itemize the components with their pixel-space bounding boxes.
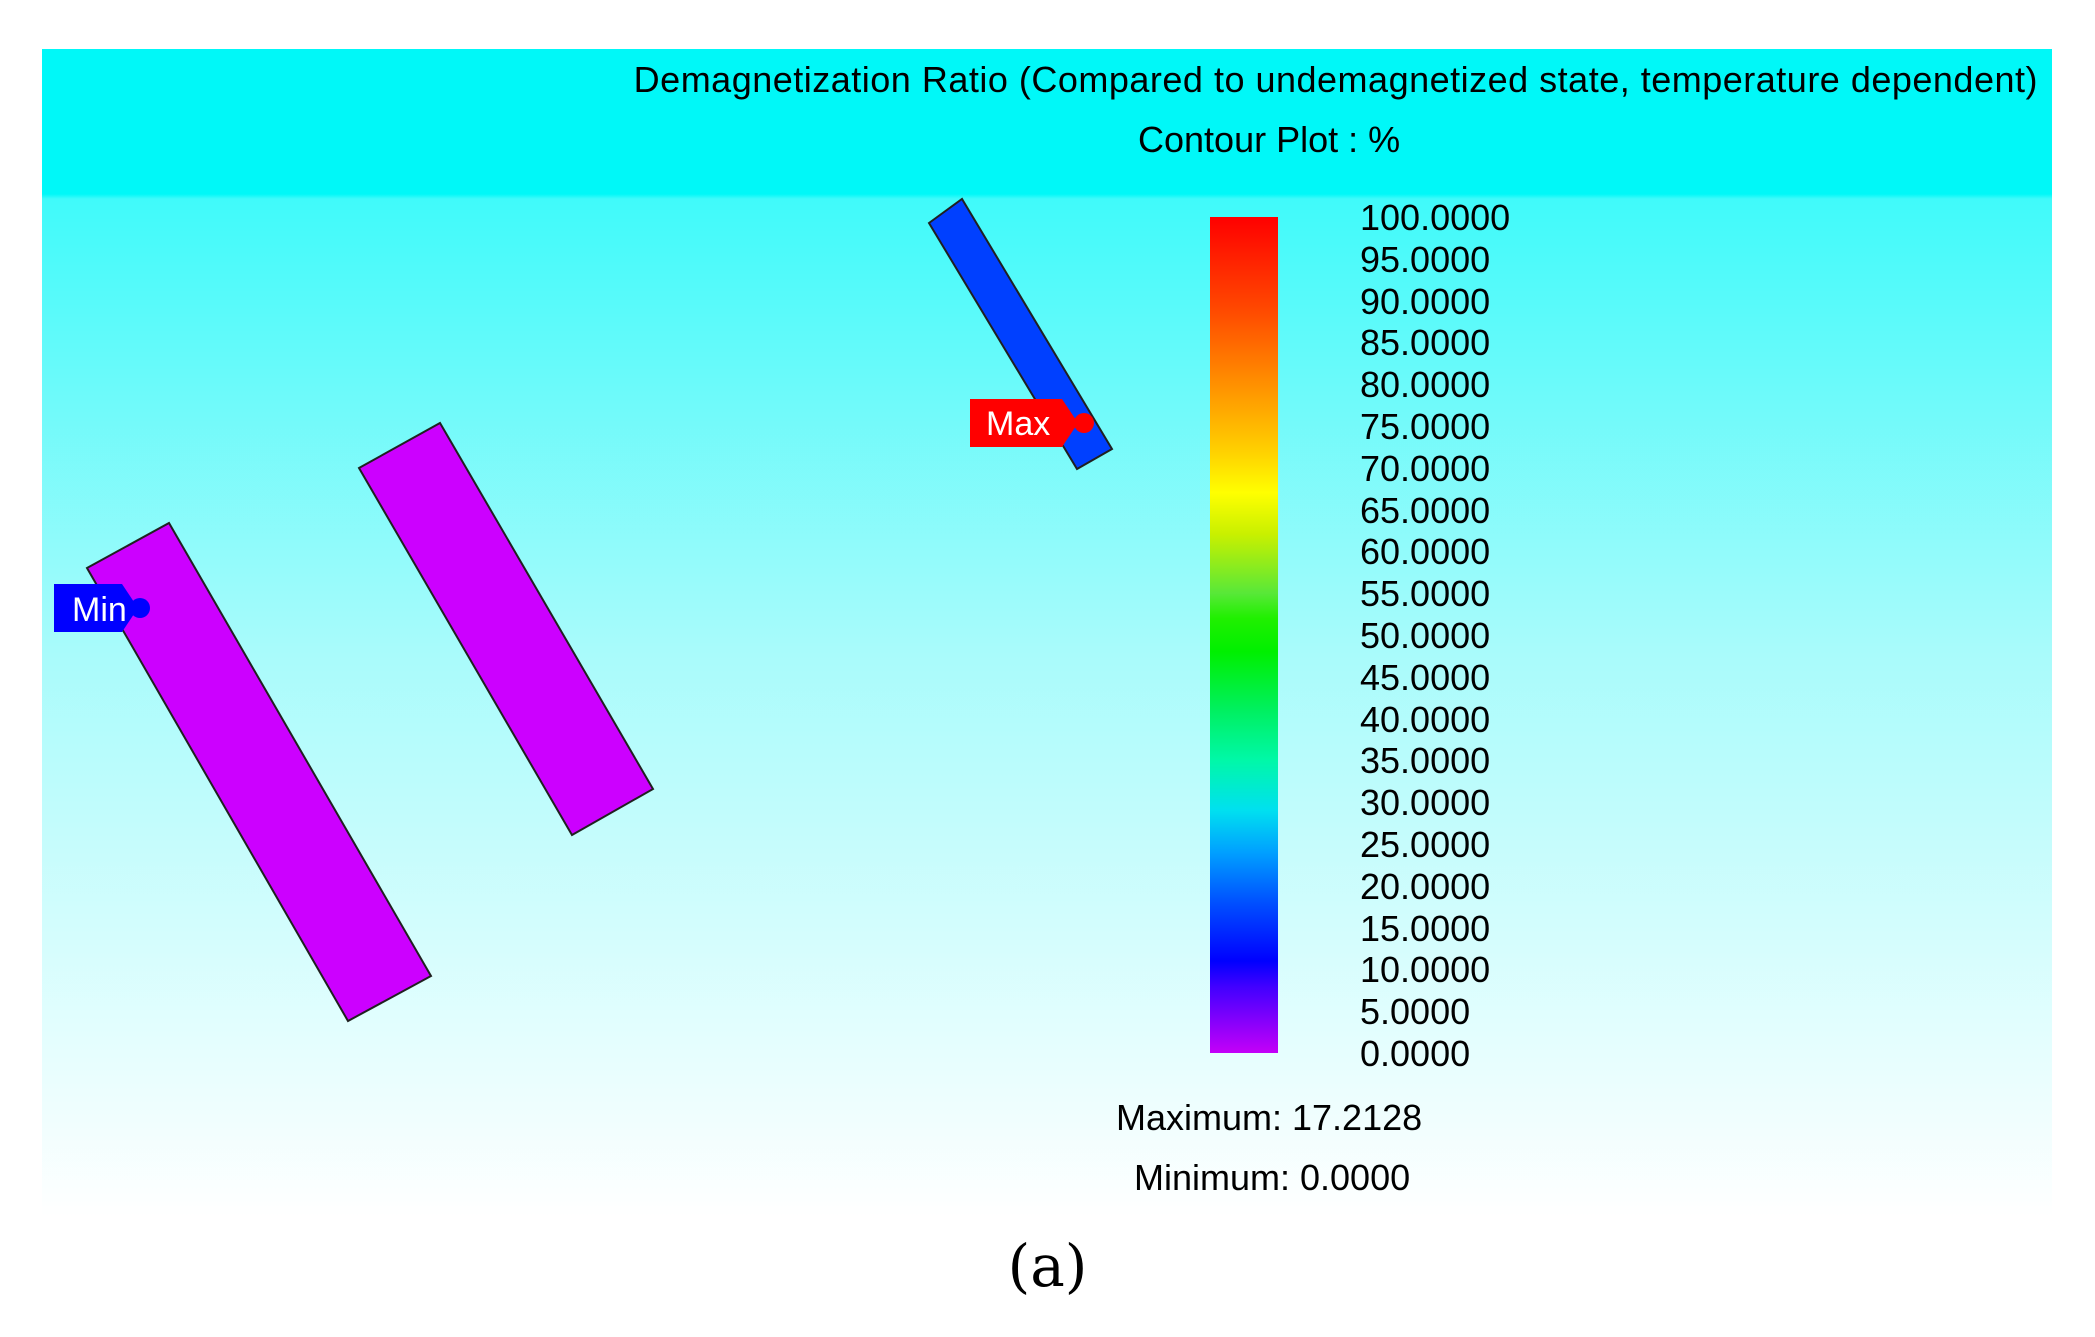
color-scale-tick-label: 25.0000 (1360, 824, 1491, 865)
color-scale-tick-label: 0.0000 (1360, 1033, 1471, 1074)
maximum-value: Maximum: 17.2128 (1116, 1097, 1423, 1138)
color-scale-tick-label: 45.0000 (1360, 656, 1491, 698)
color-scale-tick-label: 20.0000 (1360, 865, 1491, 907)
min-point-icon (130, 598, 150, 618)
color-scale-tick-label: 75.0000 (1360, 406, 1491, 447)
color-scale-tick-label: 15.0000 (1360, 907, 1491, 949)
color-scale-bar (1210, 217, 1278, 1053)
max-marker: Max (970, 399, 1094, 447)
color-scale-tick-label: 10.0000 (1360, 949, 1491, 991)
color-scale-tick-label: 40.0000 (1360, 698, 1491, 740)
contour-plot-viewport[interactable]: Max Min Demagnetization Ratio (Compared … (42, 49, 2052, 1217)
magnet-bar-left (85, 521, 433, 1023)
color-scale-tick-label: 50.0000 (1360, 615, 1491, 656)
plot-title: Demagnetization Ratio (Compared to undem… (633, 59, 2038, 100)
color-scale-tick-label: 100.0000 (1360, 197, 1511, 238)
panel-label: (a) (1007, 1232, 1088, 1300)
magnet-bar-middle (357, 421, 655, 837)
color-scale-tick-label: 55.0000 (1360, 573, 1491, 615)
color-scale-tick-label: 90.0000 (1360, 280, 1491, 322)
minimum-value: Minimum: 0.0000 (1134, 1157, 1411, 1198)
min-label: Min (72, 591, 127, 629)
color-scale-tick-label: 95.0000 (1360, 238, 1491, 280)
min-marker: Min (54, 584, 150, 632)
max-point-icon (1074, 413, 1094, 433)
max-label: Max (986, 405, 1050, 443)
color-scale-tick-label: 30.0000 (1360, 782, 1491, 824)
plot-subtitle: Contour Plot : % (1138, 119, 1401, 160)
color-scale-tick-label: 65.0000 (1360, 489, 1491, 531)
color-scale-tick-label: 80.0000 (1360, 364, 1491, 406)
color-scale-tick-label: 35.0000 (1360, 740, 1491, 782)
magnet-bar-upper (927, 197, 1114, 471)
color-scale-tick-label: 70.0000 (1360, 447, 1491, 489)
color-scale-tick-label: 5.0000 (1360, 991, 1471, 1033)
color-scale-tick-label: 60.0000 (1360, 531, 1491, 573)
magnet-geometry-canvas: Max Min (54, 197, 1114, 1023)
color-scale-tick-label: 85.0000 (1360, 322, 1491, 364)
